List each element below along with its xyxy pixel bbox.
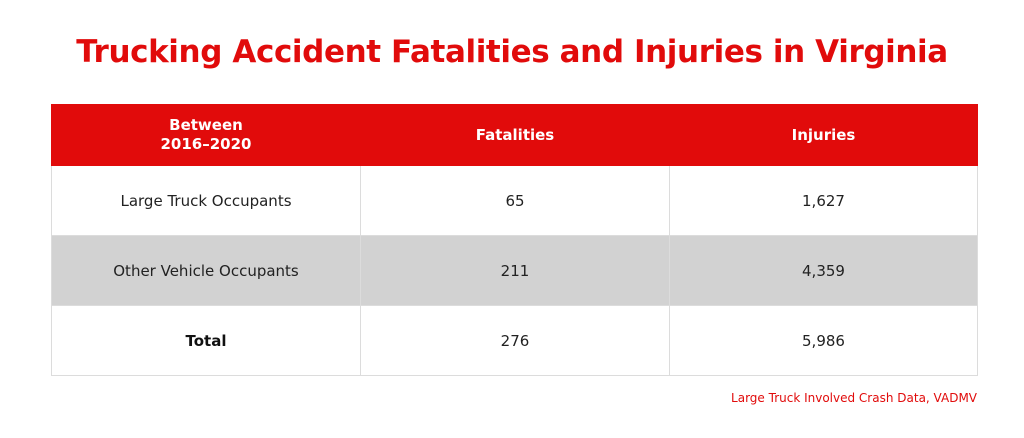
row-label: Large Truck Occupants [51, 165, 361, 236]
fatalities-cell: 211 [360, 235, 670, 306]
fatalities-injuries-table: Between 2016–2020 Fatalities Injuries La… [51, 104, 978, 376]
fatalities-cell: 276 [360, 305, 670, 376]
injuries-cell: 1,627 [669, 165, 978, 236]
header-fatalities: Fatalities [360, 104, 670, 166]
injuries-cell: 4,359 [669, 235, 978, 306]
table-header-row: Between 2016–2020 Fatalities Injuries [51, 104, 978, 166]
table-row-total: Total 276 5,986 [51, 305, 978, 376]
table-row: Other Vehicle Occupants 211 4,359 [51, 235, 978, 306]
header-injuries: Injuries [669, 104, 978, 166]
injuries-cell: 5,986 [669, 305, 978, 376]
row-label: Other Vehicle Occupants [51, 235, 361, 306]
source-note: Large Truck Involved Crash Data, VADMV [731, 391, 977, 405]
header-period-line2: 2016–2020 [160, 135, 252, 153]
row-label: Total [51, 305, 361, 376]
fatalities-cell: 65 [360, 165, 670, 236]
page-title: Trucking Accident Fatalities and Injurie… [76, 34, 948, 70]
header-period-line1: Between [169, 116, 243, 134]
header-period: Between 2016–2020 [51, 104, 361, 166]
table-row: Large Truck Occupants 65 1,627 [51, 165, 978, 236]
